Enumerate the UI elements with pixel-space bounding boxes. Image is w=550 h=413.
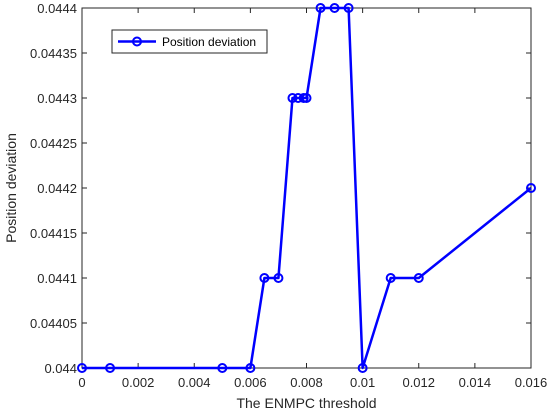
x-tick-label: 0.012 [402,375,435,390]
data-point [217,363,228,373]
x-axis: 0 0.002 0.004 0.006 0.008 0.01 0.012 0.014 0.016 [78,8,547,390]
x-tick-label: 0.006 [234,375,267,390]
x-axis-title: The ENMPC threshold [236,395,376,411]
x-tick-label: 0.002 [122,375,155,390]
x-tick-label: 0.014 [459,375,492,390]
data-point [526,183,536,193]
data-point [105,363,116,373]
data-point [259,273,270,283]
series-layer [77,3,536,373]
data-point [343,3,354,13]
x-tick-label: 0.016 [515,375,548,390]
data-point [385,273,396,283]
y-tick-label: 0.04425 [30,136,77,151]
x-tick-label: 0 [78,375,85,390]
x-tick-label: 0.01 [350,375,375,390]
series-line [82,6,532,370]
y-tick-label: 0.0444 [37,1,77,16]
y-tick-label: 0.0443 [37,91,77,106]
data-point [301,93,312,103]
legend-marker-sample [132,36,142,47]
y-tick-label: 0.04415 [30,226,77,241]
y-axis: 0.044 0.04405 0.0441 0.04415 0.0442 0.04425 0.… [30,1,531,376]
data-point [245,363,256,373]
data-point [413,273,424,283]
legend: Position deviation [111,29,268,54]
data-point [357,363,368,373]
legend-label: Position deviation [162,35,256,49]
x-tick-label: 0.004 [178,375,211,390]
y-tick-label: 0.044 [44,361,77,376]
y-tick-label: 0.04435 [30,46,77,61]
y-tick-label: 0.0441 [37,271,77,286]
data-point [329,3,340,13]
x-tick-label: 0.008 [290,375,323,390]
legend-box [111,29,268,54]
plot-area [81,7,532,369]
data-point [77,363,87,373]
data-point [315,3,326,13]
data-point [273,273,284,283]
y-tick-label: 0.04405 [30,316,77,331]
y-tick-label: 0.0442 [37,181,77,196]
data-point [287,93,298,103]
y-axis-title: Position deviation [3,133,19,243]
